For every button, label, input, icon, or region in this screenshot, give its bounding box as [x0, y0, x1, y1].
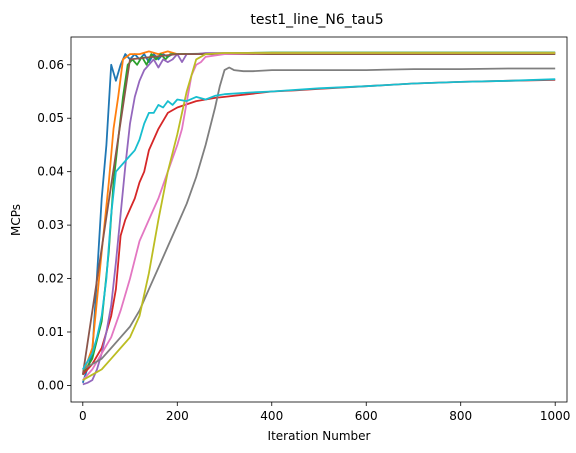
series-line-1 [81, 53, 556, 384]
series-line-2 [81, 50, 556, 376]
series-line-3 [82, 51, 556, 376]
series-line-5 [82, 52, 556, 386]
y-tick-label: 0.03 [37, 218, 64, 232]
series-line-8 [82, 66, 556, 371]
series-line-10 [82, 78, 556, 370]
y-tick-label: 0.02 [37, 272, 64, 286]
series-line-9 [82, 52, 556, 381]
y-axis-ticks: 0.00 0.01 0.02 0.03 0.04 0.05 0.06 [37, 58, 71, 392]
x-axis-label: Iteration Number [268, 429, 371, 443]
x-axis-ticks: 0 200 400 600 800 1000 [79, 402, 570, 423]
x-tick-label: 1000 [540, 409, 571, 423]
chart-title: test1_line_N6_tau5 [250, 12, 383, 28]
x-tick-label: 200 [166, 409, 189, 423]
x-tick-label: 800 [449, 409, 472, 423]
y-tick-label: 0.05 [37, 111, 64, 125]
series-lines [81, 50, 556, 386]
series-line-4 [82, 78, 556, 376]
series-line-6 [81, 53, 556, 375]
y-axis-label: MCPs [9, 204, 23, 236]
y-tick-label: 0.00 [37, 378, 64, 392]
series-line-7 [82, 52, 556, 381]
y-tick-label: 0.04 [37, 165, 64, 179]
y-tick-label: 0.06 [37, 58, 64, 72]
plot-area-frame [70, 36, 568, 403]
x-tick-label: 400 [260, 409, 283, 423]
x-tick-label: 0 [79, 409, 87, 423]
x-tick-label: 600 [355, 409, 378, 423]
y-tick-label: 0.01 [37, 325, 64, 339]
